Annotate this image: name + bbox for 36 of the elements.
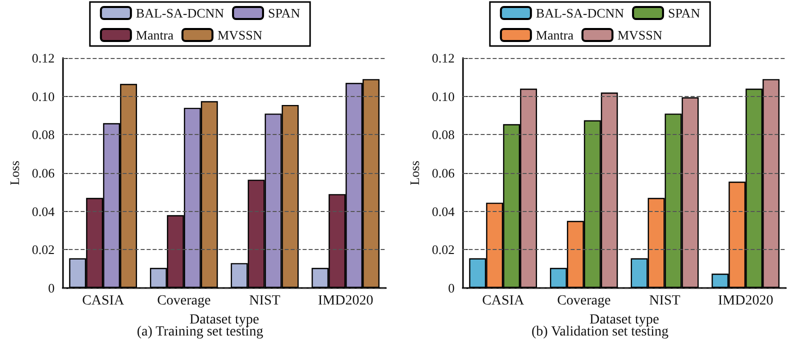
y-tick-label: 0 xyxy=(448,280,455,296)
legend-label: MVSSN xyxy=(217,28,263,42)
x-axis-title: Dataset type xyxy=(190,312,260,328)
legend-label: SPAN xyxy=(268,6,301,20)
text: (a) Training set testing xyxy=(136,324,264,340)
x-tick-label: CASIA xyxy=(82,294,125,308)
y-tick-label: 0 xyxy=(48,280,55,296)
y-tick-label: 0.06 xyxy=(32,166,56,180)
legend-label: SPAN xyxy=(668,6,701,20)
y-tick-label: 0.12 xyxy=(432,50,455,66)
y-tick-label: 0.04 xyxy=(432,204,456,219)
x-tick-label: Coverage xyxy=(157,294,211,308)
y-tick-label: 0.02 xyxy=(432,242,455,258)
legend-label: BAL-SA-DCNN xyxy=(536,6,625,20)
y-tick-label: 0.10 xyxy=(432,88,455,104)
x-tick-label: NIST xyxy=(249,294,281,308)
y-tick-label: 0.08 xyxy=(32,127,55,142)
y-tick-label: 0.08 xyxy=(432,127,455,142)
x-tick-label: IMD2020 xyxy=(318,294,374,308)
x-tick-label: IMD2020 xyxy=(718,294,774,308)
text: (b) Validation set testing xyxy=(532,324,668,340)
y-tick-label: 0.10 xyxy=(32,88,55,104)
y-tick-label: 0.12 xyxy=(32,50,55,66)
x-axis-title: Dataset type xyxy=(590,312,660,328)
legend-label: BAL-SA-DCNN xyxy=(136,6,225,20)
x-tick-label: CASIA xyxy=(482,294,525,308)
y-axis-title: Loss xyxy=(7,160,22,186)
legend-label: Mantra xyxy=(136,28,174,42)
y-tick-label: 0.06 xyxy=(432,166,456,180)
y-tick-label: 0.04 xyxy=(32,204,56,219)
x-tick-label: NIST xyxy=(649,294,681,308)
legend-label: Mantra xyxy=(536,28,574,42)
legend-label: MVSSN xyxy=(617,28,663,42)
x-tick-label: Coverage xyxy=(557,294,611,308)
y-tick-label: 0.02 xyxy=(32,242,55,258)
y-axis-title: Loss xyxy=(407,160,422,186)
